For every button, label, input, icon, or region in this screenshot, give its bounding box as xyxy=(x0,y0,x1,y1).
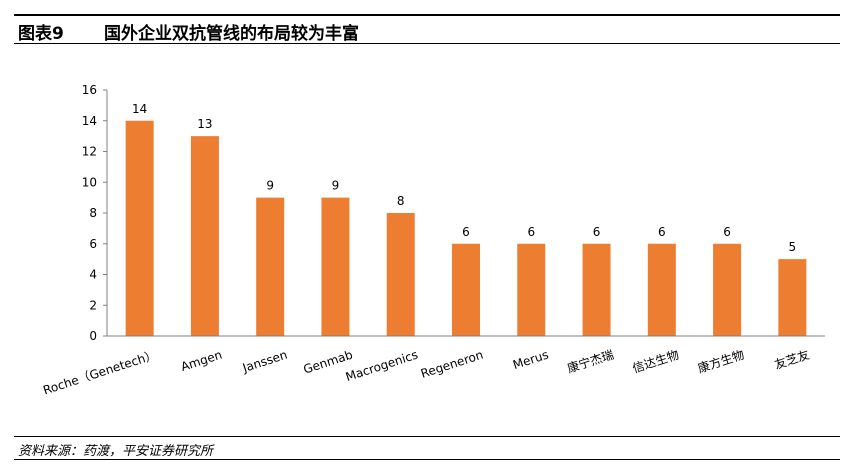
data-label: 9 xyxy=(332,179,340,193)
bar xyxy=(713,243,742,336)
x-tick-label: 康宁杰瑞 xyxy=(565,347,615,376)
y-tick-label: 0 xyxy=(89,329,97,343)
y-tick-label: 16 xyxy=(82,83,97,97)
y-tick-label: 2 xyxy=(89,298,97,312)
bar xyxy=(517,243,546,336)
x-tick-label: Janssen xyxy=(240,348,289,376)
bar xyxy=(647,243,676,336)
bar xyxy=(190,136,219,336)
bar-chart: 0 2 4 6 8 10 12 14 16 14 Roche（Genetech） 13 Amgen 9 Ja… xyxy=(41,83,825,398)
data-label: 6 xyxy=(593,225,601,239)
data-label: 6 xyxy=(723,225,731,239)
y-tick-label: 10 xyxy=(82,175,97,189)
y-tick-label: 6 xyxy=(89,237,97,251)
data-label: 6 xyxy=(462,225,470,239)
x-tick-label: 康方生物 xyxy=(696,347,746,376)
x-tick-label: Regeneron xyxy=(419,348,485,381)
x-tick-label: 信达生物 xyxy=(631,348,681,376)
source-rule-top xyxy=(14,436,840,437)
y-tick-label: 12 xyxy=(82,145,97,159)
x-tick-label: Amgen xyxy=(179,348,224,374)
title-rule xyxy=(14,43,840,44)
source-rule-bottom xyxy=(14,459,840,460)
bar xyxy=(256,197,285,336)
figure-number: 图表9 xyxy=(18,24,64,44)
figure-title-row: 图表9 国外企业双抗管线的布局较为丰富 xyxy=(18,19,359,44)
x-tick-label: Merus xyxy=(511,348,550,373)
x-tick-label: 友芝友 xyxy=(772,347,811,372)
header-rule xyxy=(14,14,840,16)
data-label: 5 xyxy=(789,240,797,254)
bar xyxy=(386,213,415,336)
bar xyxy=(125,120,154,336)
data-label: 13 xyxy=(197,117,212,131)
y-tick-label: 14 xyxy=(82,114,97,128)
data-label: 8 xyxy=(397,194,405,208)
y-tick-label: 8 xyxy=(89,206,97,220)
data-label: 6 xyxy=(527,225,535,239)
x-tick-label: Macrogenics xyxy=(344,348,420,385)
bar xyxy=(452,243,480,336)
figure-title: 国外企业双抗管线的布局较为丰富 xyxy=(104,24,359,44)
source-note: 资料来源：药渡，平安证券研究所 xyxy=(18,444,214,459)
bar xyxy=(778,259,807,336)
data-label: 9 xyxy=(266,179,274,193)
data-label: 6 xyxy=(658,225,666,239)
y-tick-label: 4 xyxy=(89,268,97,282)
bar xyxy=(582,243,611,336)
data-label: 14 xyxy=(132,102,147,116)
x-tick-label: Roche（Genetech） xyxy=(41,348,158,398)
bar xyxy=(321,197,350,336)
